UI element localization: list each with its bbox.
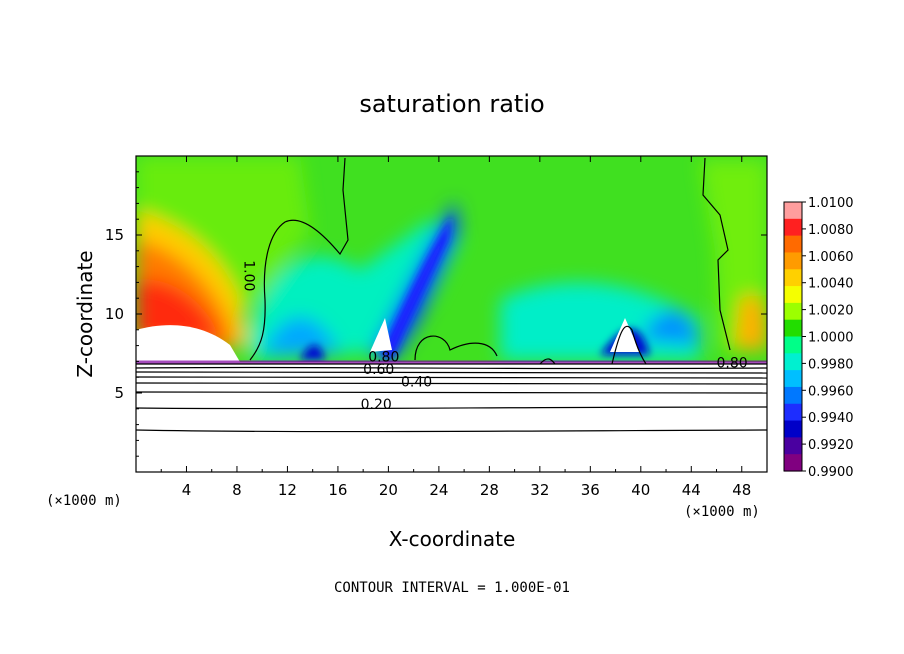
colorbar-tick-label: 1.0060 — [808, 250, 854, 265]
colorbar-tick-label: 0.9960 — [808, 384, 854, 399]
colorbar-tick-label: 1.0020 — [808, 304, 854, 319]
x-tick-label: 44 — [682, 481, 701, 499]
colorbar-swatch — [784, 386, 802, 405]
x-tick-label: 12 — [278, 481, 297, 499]
y-tick-label: 5 — [114, 384, 124, 402]
contour-labels: 1.000.800.600.400.200.80 — [241, 260, 748, 413]
colorbar-tick-label: 0.9900 — [808, 465, 854, 480]
colorbar-swatch — [784, 302, 802, 321]
contour-label: 0.80 — [368, 349, 399, 365]
colorbar-swatch — [784, 319, 802, 338]
y-tick-label: 15 — [105, 226, 124, 244]
colorbar-swatch — [784, 454, 802, 472]
colorbar-tick-label: 0.9980 — [808, 357, 854, 372]
contour-label: 0.20 — [361, 397, 392, 413]
contour-interval-note: CONTOUR INTERVAL = 1.000E-01 — [334, 580, 570, 596]
x-tick-label: 4 — [182, 481, 192, 499]
saturation-field — [136, 156, 767, 472]
colorbar-tick-label: 0.9920 — [808, 438, 854, 453]
colorbar-swatch — [784, 218, 802, 237]
colorbar-swatch — [784, 235, 802, 254]
colorbar-tick-label: 1.0080 — [808, 223, 854, 238]
contour-label: 1.00 — [241, 260, 257, 291]
colorbar-tick-label: 1.0040 — [808, 277, 854, 292]
colorbar-swatch — [784, 403, 802, 422]
x-tick-label: 20 — [379, 481, 398, 499]
contour-lines — [136, 157, 767, 433]
x-tick-label: 28 — [480, 481, 499, 499]
x-axis-label: X-coordinate — [389, 527, 516, 551]
contour-label: 0.60 — [363, 362, 394, 378]
colorbar-swatch — [784, 437, 802, 455]
x-tick-label: 24 — [429, 481, 448, 499]
contour-label: 0.80 — [717, 356, 748, 372]
x-unit-label-left: (×1000 m) — [46, 493, 122, 509]
colorbar-swatch — [784, 269, 802, 287]
x-tick-label: 48 — [732, 481, 751, 499]
colorbar-tick-label: 1.0100 — [808, 196, 854, 211]
colorbar-swatch — [784, 353, 802, 371]
colorbar-swatch — [784, 336, 802, 354]
colorbar-swatch — [784, 370, 802, 388]
y-axis-label: Z-coordinate — [73, 250, 97, 377]
chart-title: saturation ratio — [359, 90, 544, 118]
colorbar-swatch — [784, 420, 802, 438]
colorbar: 1.0100 1.0080 1.0060 1.0040 1.0020 1.0000 0.99… — [783, 196, 854, 480]
x-tick-label: 36 — [581, 481, 600, 499]
colorbar-swatch — [784, 252, 802, 270]
x-unit-label-right: (×1000 m) — [684, 504, 760, 520]
colorbar-swatch — [784, 202, 802, 220]
colorbar-tick-label: 0.9940 — [808, 411, 854, 426]
x-tick-label: 40 — [631, 481, 650, 499]
colorbar-swatch — [784, 286, 802, 304]
y-tick-label: 10 — [105, 305, 124, 323]
x-tick-label: 16 — [328, 481, 347, 499]
contour-label: 0.40 — [401, 375, 432, 391]
colorbar-tick-label: 1.0000 — [808, 331, 854, 346]
x-tick-label: 32 — [530, 481, 549, 499]
x-tick-label: 8 — [232, 481, 242, 499]
